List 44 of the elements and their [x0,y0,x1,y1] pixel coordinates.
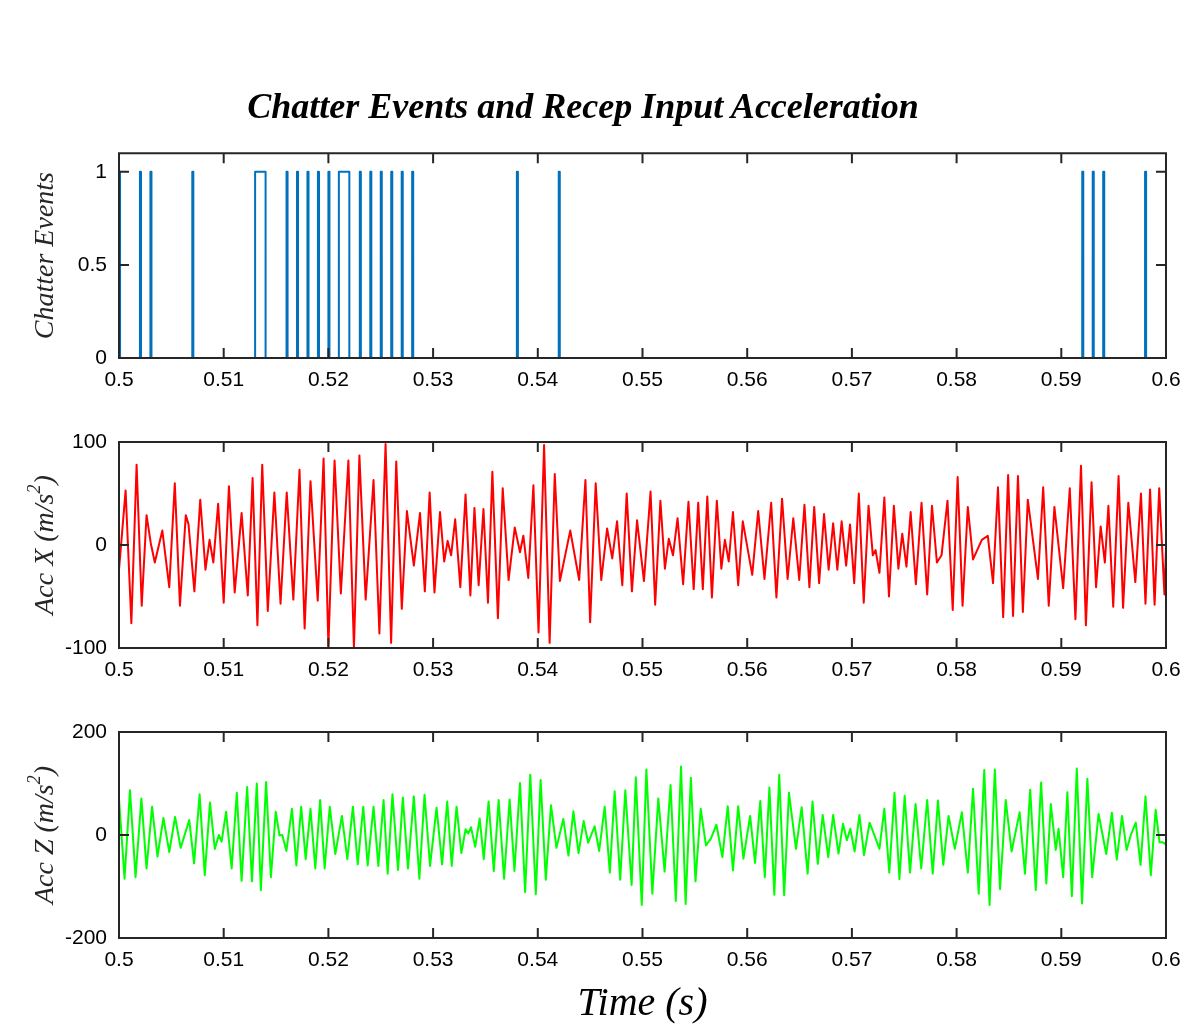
y-tick-label: 0 [95,344,107,368]
x-tick-label: 0.51 [203,657,245,681]
x-tick-label: 0.53 [412,947,454,971]
x-tick-label: 0.59 [1040,367,1082,391]
x-tick-label: 0.55 [622,657,663,681]
x-tick-label: 0.52 [307,367,349,391]
chart-title: Chatter Events and Recep Input Acceleration [247,85,919,126]
x-tick-label: 0.52 [307,947,349,971]
x-tick-label: 0.54 [517,367,559,391]
x-tick-label: 0.56 [726,657,768,681]
x-tick-label: 0.51 [203,367,245,391]
y-tick-label: -200 [64,924,107,948]
x-tick-label: 0.55 [622,947,663,971]
x-tick-label: 0.6 [1151,367,1181,391]
x-tick-label: 0.57 [831,367,873,391]
y-tick-label: 100 [71,428,107,452]
x-tick-label: 0.57 [831,947,873,971]
x-tick-label: 0.56 [726,947,768,971]
x-tick-label: 0.54 [517,947,559,971]
x-tick-label: 0.57 [831,657,873,681]
x-tick-label: 0.58 [936,657,978,681]
x-tick-label: 0.51 [203,947,245,971]
x-tick-label: 0.56 [726,367,768,391]
y-axis-title: Acc Z (m/s2) [23,765,60,907]
x-tick-label: 0.55 [622,367,663,391]
x-tick-label: 0.58 [936,367,978,391]
x-tick-label: 0.52 [307,657,349,681]
x-tick-label: 0.53 [412,367,454,391]
y-tick-label: 1 [95,158,107,182]
x-tick-label: 0.6 [1151,657,1181,681]
y-axis-title: Acc X (m/s2) [23,475,60,617]
y-tick-label: -100 [64,634,107,658]
y-tick-label: 0 [95,531,107,555]
x-tick-label: 0.58 [936,947,978,971]
x-tick-label: 0.6 [1151,947,1181,971]
x-tick-label: 0.59 [1040,947,1082,971]
y-tick-label: 0.5 [77,251,107,275]
y-tick-label: 0 [95,821,107,845]
x-tick-label: 0.54 [517,657,559,681]
y-axis-title: Chatter Events [28,171,60,340]
x-axis-title: Time (s) [577,978,708,1024]
x-tick-label: 0.59 [1040,657,1082,681]
x-tick-label: 0.53 [412,657,454,681]
y-tick-label: 200 [71,718,107,742]
